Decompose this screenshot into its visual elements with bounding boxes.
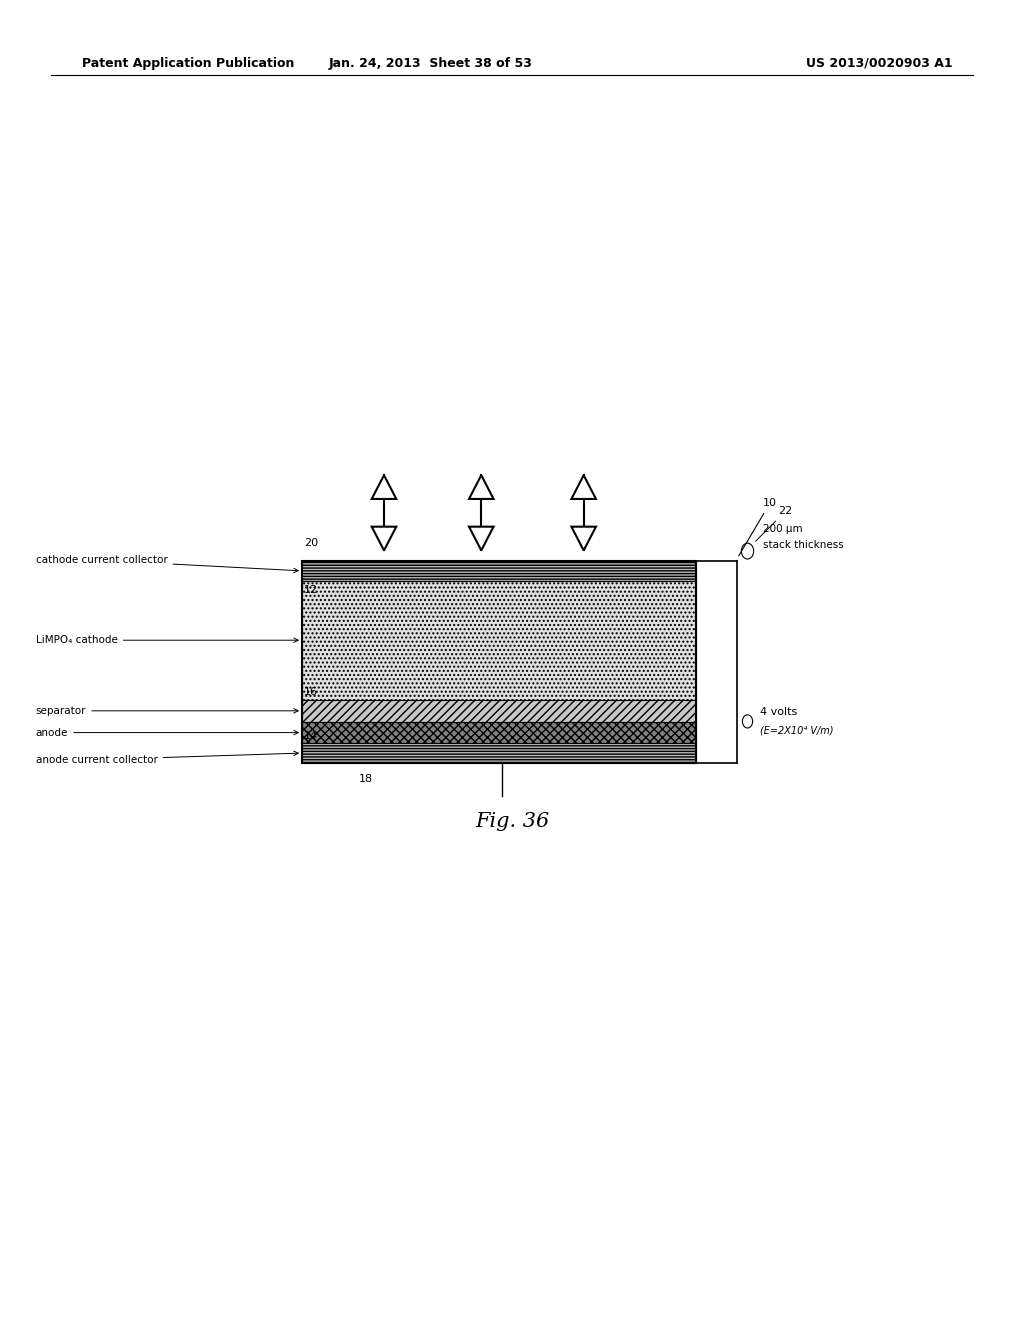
Bar	[302, 743, 696, 763]
Text: anode: anode	[36, 727, 298, 738]
Bar	[302, 722, 696, 743]
Text: 200 μm: 200 μm	[763, 524, 803, 535]
Bar	[302, 581, 696, 700]
Text: separator: separator	[36, 706, 298, 715]
Text: anode current collector: anode current collector	[36, 751, 298, 764]
Bar	[302, 700, 696, 722]
Text: Patent Application Publication: Patent Application Publication	[82, 57, 294, 70]
Polygon shape	[571, 527, 596, 550]
Text: 18: 18	[358, 774, 373, 784]
Text: cathode current collector: cathode current collector	[36, 556, 298, 573]
Text: 22: 22	[756, 507, 793, 541]
Text: LiMPO₄ cathode: LiMPO₄ cathode	[36, 635, 298, 645]
Text: stack thickness: stack thickness	[763, 540, 844, 550]
Polygon shape	[469, 475, 494, 499]
Polygon shape	[571, 475, 596, 499]
Text: Fig. 36: Fig. 36	[475, 812, 549, 830]
Text: Jan. 24, 2013  Sheet 38 of 53: Jan. 24, 2013 Sheet 38 of 53	[328, 57, 532, 70]
Polygon shape	[469, 527, 494, 550]
Text: 4 volts: 4 volts	[760, 708, 797, 718]
Polygon shape	[372, 527, 396, 550]
Text: 16: 16	[304, 686, 318, 697]
Text: 10: 10	[738, 498, 777, 556]
Text: 20: 20	[304, 537, 318, 548]
Polygon shape	[372, 475, 396, 499]
Text: (E=2X10⁴ V/m): (E=2X10⁴ V/m)	[760, 726, 834, 735]
Bar	[302, 561, 696, 763]
Text: 12: 12	[304, 585, 318, 595]
Bar	[302, 561, 696, 581]
Text: 14: 14	[304, 730, 318, 741]
Text: US 2013/0020903 A1: US 2013/0020903 A1	[806, 57, 952, 70]
